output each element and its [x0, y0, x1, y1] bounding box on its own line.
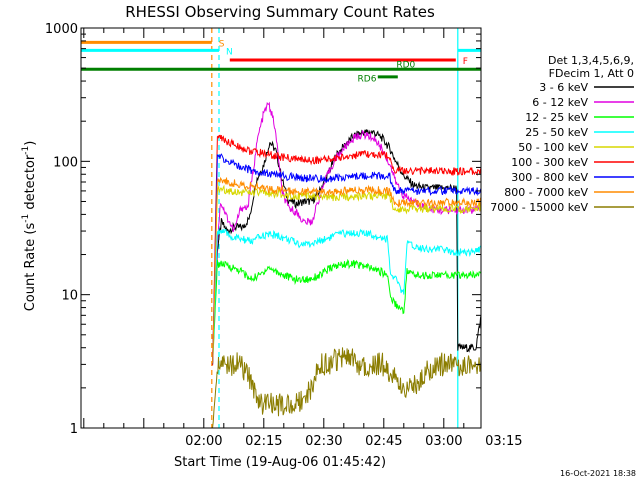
- series-line-1: [212, 101, 481, 355]
- x-tick-label-4: 03:00: [425, 434, 462, 449]
- series-line-3: [212, 228, 481, 366]
- state-label-F: F: [463, 57, 468, 67]
- plot-content: [81, 28, 481, 428]
- x-tick-label-5: 03:15: [485, 434, 522, 449]
- y-tick-label-1: 1: [70, 422, 78, 437]
- x-tick-label-0: 02:00: [185, 434, 222, 449]
- x-tick-label-2: 02:30: [305, 434, 342, 449]
- legend-label-7: 800 - 7000 keV: [504, 186, 588, 199]
- y-label-part-2: detector: [23, 154, 38, 214]
- plot-area: SN F RD0 RD6: [81, 28, 481, 428]
- legend-label-1: 6 - 12 keV: [532, 96, 588, 109]
- rd-label-RD6: RD6: [358, 75, 377, 85]
- y-label-part-1: -1: [21, 214, 31, 223]
- legend-label-4: 50 - 100 keV: [518, 141, 588, 154]
- y-axis-label: Count Rate (s-1 detector-1): [21, 141, 38, 312]
- axes: 1 10 100 1000 02:00 02:15 02:30 02:45 03:00 03:15: [45, 22, 523, 449]
- legend-label-2: 12 - 25 keV: [525, 111, 588, 124]
- state-label-N: N: [226, 47, 233, 57]
- y-label-part-4: ): [23, 141, 38, 146]
- y-tick-label-100: 100: [53, 155, 78, 170]
- x-tick-label-1: 02:15: [245, 434, 282, 449]
- y-label-part-0: Count Rate (s: [23, 223, 38, 312]
- series-line-5: [212, 134, 481, 366]
- y-tick-label-10: 10: [61, 289, 78, 304]
- x-axis-label: Start Time (19-Aug-06 01:45:42): [174, 455, 386, 470]
- legend-header-0: Det 1,3,4,5,6,9,: [548, 54, 634, 67]
- chart-title: RHESSI Observing Summary Count Rates: [125, 3, 435, 21]
- legend-label-5: 100 - 300 keV: [511, 156, 588, 169]
- series-line-4: [212, 184, 481, 364]
- legend: Det 1,3,4,5,6,9,FDecim 1, Att 03 - 6 keV…: [490, 54, 634, 214]
- series-line-7: [212, 176, 481, 364]
- rd-label-RD0: RD0: [396, 61, 415, 71]
- series-line-6: [212, 153, 481, 364]
- legend-label-3: 25 - 50 keV: [525, 126, 588, 139]
- series-line-0: [212, 129, 481, 363]
- footer-timestamp: 16-Oct-2021 18:38: [560, 469, 636, 478]
- legend-header-1: FDecim 1, Att 0: [549, 67, 634, 80]
- y-tick-label-1000: 1000: [45, 22, 78, 37]
- plot-frame: [80, 27, 482, 429]
- series-line-2: [212, 258, 481, 364]
- state-label-S: S: [219, 39, 225, 49]
- legend-label-0: 3 - 6 keV: [539, 81, 588, 94]
- legend-label-8: 7000 - 15000 keV: [490, 201, 588, 214]
- legend-label-6: 300 - 800 keV: [511, 171, 588, 184]
- y-label-part-3: -1: [21, 146, 31, 155]
- x-tick-label-3: 02:45: [365, 434, 402, 449]
- series-line-8: [212, 347, 481, 428]
